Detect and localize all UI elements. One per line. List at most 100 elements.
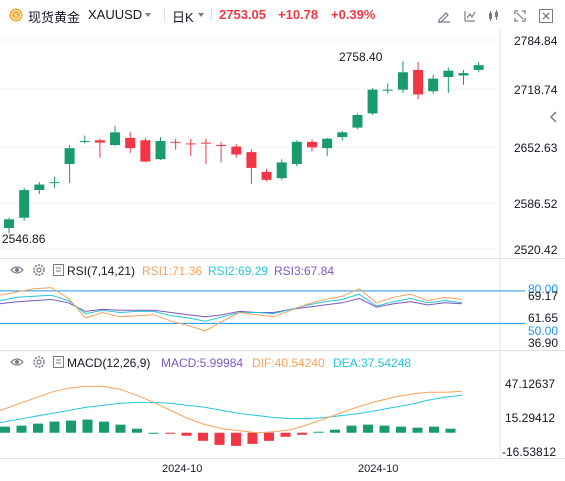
candle-settings-icon[interactable] xyxy=(487,9,501,23)
candle-body xyxy=(231,146,242,155)
high-price-marker: 2758.40 xyxy=(339,50,383,64)
macd-histogram-bar xyxy=(445,428,456,433)
candle-body xyxy=(125,137,136,149)
macd-histogram-bar xyxy=(363,424,373,433)
candle-body xyxy=(337,132,348,138)
rsi1-line xyxy=(0,287,463,332)
macd-histogram-bar xyxy=(247,432,258,444)
eye-icon[interactable] xyxy=(10,263,24,277)
macd-histogram-bar xyxy=(66,420,76,433)
chart-toolbar: $ 现货黄金 XAUUSD 日K 2753.05 +10.78 +0.39% xyxy=(0,0,565,30)
candle-body xyxy=(413,69,424,95)
candle-body xyxy=(34,184,45,191)
time-axis-label: 2024-10 xyxy=(358,463,399,475)
macd-histogram-bar xyxy=(0,426,10,433)
pane-divider xyxy=(0,458,565,459)
candle-body xyxy=(443,70,454,78)
settings-icon[interactable] xyxy=(32,263,46,277)
low-price-marker: 2546.86 xyxy=(2,232,46,246)
collapse-arrow-icon[interactable] xyxy=(548,110,560,124)
candle-body xyxy=(155,141,166,160)
chevron-down-icon[interactable] xyxy=(196,10,206,20)
candle-body xyxy=(367,89,378,114)
settings-icon[interactable] xyxy=(32,355,46,369)
macd-histogram-bar xyxy=(16,425,27,433)
rsi-axis-label: 69.17 xyxy=(528,289,559,303)
candle-body xyxy=(322,138,333,149)
ticker-symbol[interactable]: XAUUSD xyxy=(88,7,143,22)
close-icon[interactable] xyxy=(539,9,553,23)
candle-body xyxy=(170,141,181,143)
macd-axis-label: 47.12637 xyxy=(505,377,556,391)
candle-body xyxy=(428,78,439,92)
rsi1-value: RSI1:71.36 xyxy=(142,264,203,278)
rsi-axis-label: 80.00 xyxy=(528,282,559,296)
candle-body xyxy=(185,143,196,145)
indicator-box-icon xyxy=(53,356,64,368)
macd-histogram-bar xyxy=(165,432,175,434)
candle-body xyxy=(291,141,302,164)
macd-axis-label: 15.29412 xyxy=(505,411,556,425)
candle-body xyxy=(261,171,272,180)
macd-histogram-bar xyxy=(99,421,109,433)
macd-axis-label: -16.53812 xyxy=(502,445,557,459)
candle-body xyxy=(382,89,393,91)
macd-histogram-bar xyxy=(412,427,423,433)
macd-histogram-bar xyxy=(198,432,208,441)
fullscreen-icon[interactable] xyxy=(513,9,527,23)
price-axis-label: 2784.84 xyxy=(514,34,558,48)
symbol-name[interactable]: 现货黄金 xyxy=(28,10,81,25)
price-change-percent: +0.39% xyxy=(331,7,376,22)
price-axis-label: 2586.52 xyxy=(514,197,558,211)
macd-histogram-bar xyxy=(148,432,159,434)
svg-text:$: $ xyxy=(14,13,18,20)
candle-body xyxy=(200,142,211,144)
rsi-axis-label: 50.00 xyxy=(528,324,559,338)
candle-body xyxy=(352,114,363,128)
dea-value: DEA:37.54248 xyxy=(333,356,412,370)
macd-histogram-bar xyxy=(346,425,357,433)
macd-histogram-bar xyxy=(132,428,142,433)
candle-body xyxy=(110,132,121,145)
last-price: 2753.05 xyxy=(219,7,266,22)
rsi-title[interactable]: RSI(7,14,21) xyxy=(67,264,136,278)
candle-body xyxy=(307,141,317,148)
indicator-icon[interactable] xyxy=(463,9,477,23)
pane-divider xyxy=(0,350,565,351)
candle-body xyxy=(140,140,151,162)
macd-title[interactable]: MACD(12,26,9) xyxy=(67,356,151,370)
macd-histogram-bar xyxy=(82,419,93,433)
price-change: +10.78 xyxy=(278,7,319,22)
candle-body xyxy=(4,219,14,228)
rsi3-value: RSI3:67.84 xyxy=(274,264,335,278)
candle-body xyxy=(19,190,30,218)
macd-histogram-bar xyxy=(313,431,324,433)
macd-histogram-bar xyxy=(49,421,60,433)
rsi2-value: RSI2:69.29 xyxy=(208,264,269,278)
macd-histogram-bar xyxy=(264,432,274,441)
candle-body xyxy=(216,144,227,146)
candle-body xyxy=(64,148,75,164)
macd-value: MACD:5.99984 xyxy=(161,356,244,370)
price-axis-label: 2520.42 xyxy=(514,243,558,257)
candle-body xyxy=(458,73,469,76)
macd-histogram-bar xyxy=(181,432,192,436)
macd-histogram-bar xyxy=(231,432,241,446)
rsi-axis-label: 61.65 xyxy=(528,311,559,325)
drawing-tool-icon[interactable] xyxy=(437,9,451,23)
eye-icon[interactable] xyxy=(10,355,24,369)
chevron-down-icon[interactable] xyxy=(143,10,153,20)
pane-divider xyxy=(0,258,565,259)
dea-line xyxy=(0,394,463,424)
macd-histogram-bar xyxy=(214,432,225,445)
rsi-axis-label: 36.90 xyxy=(528,336,559,350)
candle-body xyxy=(246,152,257,168)
macd-histogram-bar xyxy=(379,425,390,433)
timeframe-selector[interactable]: 日K xyxy=(172,10,194,25)
price-axis-label: 2652.63 xyxy=(514,141,558,155)
candle-body xyxy=(79,141,90,143)
macd-histogram-bar xyxy=(396,426,406,433)
candle-body xyxy=(49,182,60,184)
dif-line xyxy=(0,385,463,434)
